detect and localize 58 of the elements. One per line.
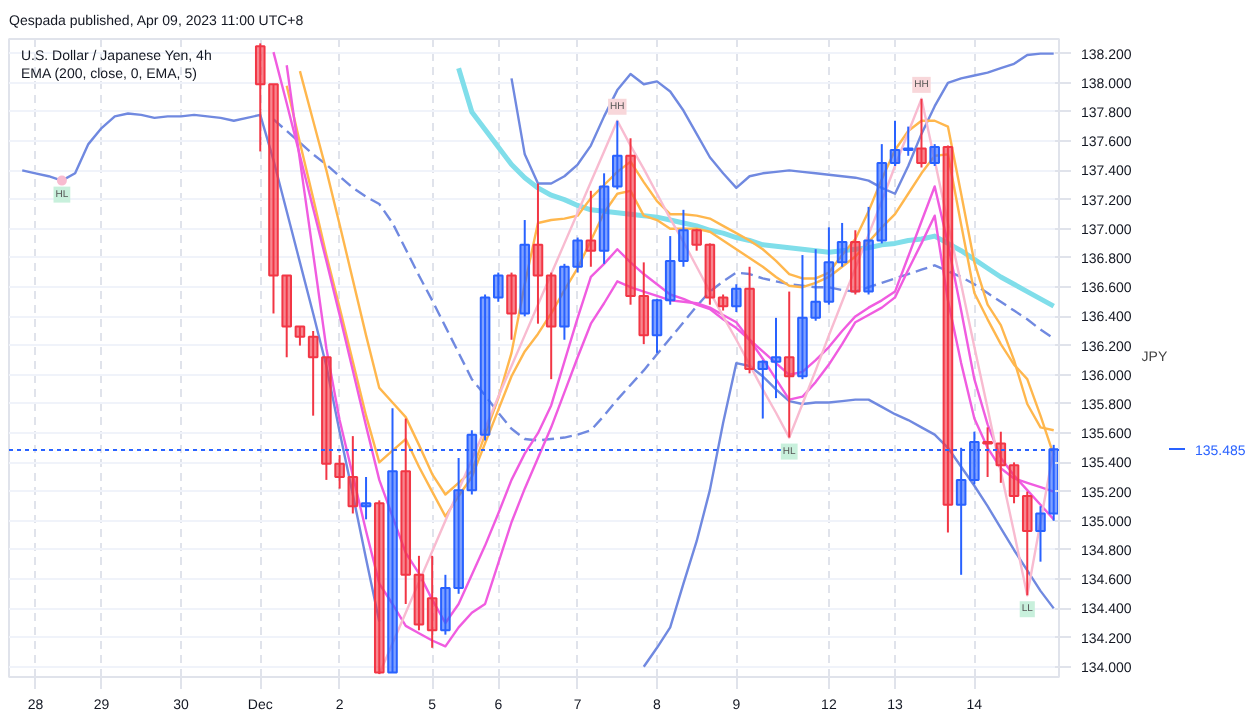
- candlestick: [453, 457, 464, 595]
- candlestick: [254, 42, 266, 153]
- candlestick: [307, 329, 319, 417]
- candlestick: [506, 271, 517, 341]
- candlestick: [572, 236, 583, 274]
- candlestick: [757, 359, 769, 420]
- candlestick: [664, 235, 676, 306]
- candlestick: [347, 435, 359, 515]
- candlestick: [479, 293, 491, 442]
- candlestick: [704, 242, 716, 306]
- candlestick: [426, 554, 438, 649]
- candlestick: [1021, 490, 1033, 597]
- candlestick: [863, 205, 874, 296]
- candlestick: [268, 83, 279, 315]
- candlestick: [783, 290, 795, 439]
- line-series: [510, 52, 1055, 195]
- candlestick: [638, 261, 650, 346]
- candlestick: [559, 262, 570, 341]
- candlestick: [281, 274, 293, 359]
- candlestick: [585, 189, 597, 268]
- candlestick: [598, 172, 610, 265]
- candlestick: [823, 226, 835, 306]
- candlestick: [797, 254, 808, 381]
- candlestick: [678, 208, 689, 268]
- candlestick: [321, 356, 332, 481]
- candlestick: [850, 229, 861, 296]
- candlestick: [373, 499, 385, 676]
- candlestick: [334, 454, 345, 490]
- candlestick: [982, 426, 993, 478]
- candlestick: [493, 271, 504, 303]
- candlestick: [929, 143, 940, 168]
- candlestick: [440, 573, 451, 636]
- candlestick: [836, 221, 848, 268]
- candlestick: [810, 248, 821, 322]
- candlestick: [651, 297, 663, 354]
- candlestick: [545, 271, 557, 381]
- candlestick: [532, 182, 544, 325]
- candlestick: [400, 417, 412, 605]
- candlestick: [916, 97, 927, 169]
- candlestick: [876, 143, 888, 245]
- line-series: [272, 118, 1055, 442]
- candlestick: [731, 283, 742, 314]
- candlestick: [360, 475, 372, 521]
- candlestick: [612, 119, 623, 191]
- candlestick: [691, 227, 702, 252]
- candlestick: [519, 219, 531, 318]
- candlestick: [770, 316, 782, 400]
- candlestick: [413, 554, 425, 632]
- candlestick: [717, 293, 729, 312]
- candlestick: [1008, 461, 1020, 505]
- candlestick: [889, 119, 901, 168]
- candlestick: [995, 430, 1007, 484]
- candlestick: [1035, 505, 1046, 563]
- candlestick: [744, 265, 755, 375]
- candlestick: [625, 137, 636, 306]
- candlestick: [902, 125, 914, 157]
- candlestick: [942, 144, 954, 534]
- candlestick: [294, 325, 306, 347]
